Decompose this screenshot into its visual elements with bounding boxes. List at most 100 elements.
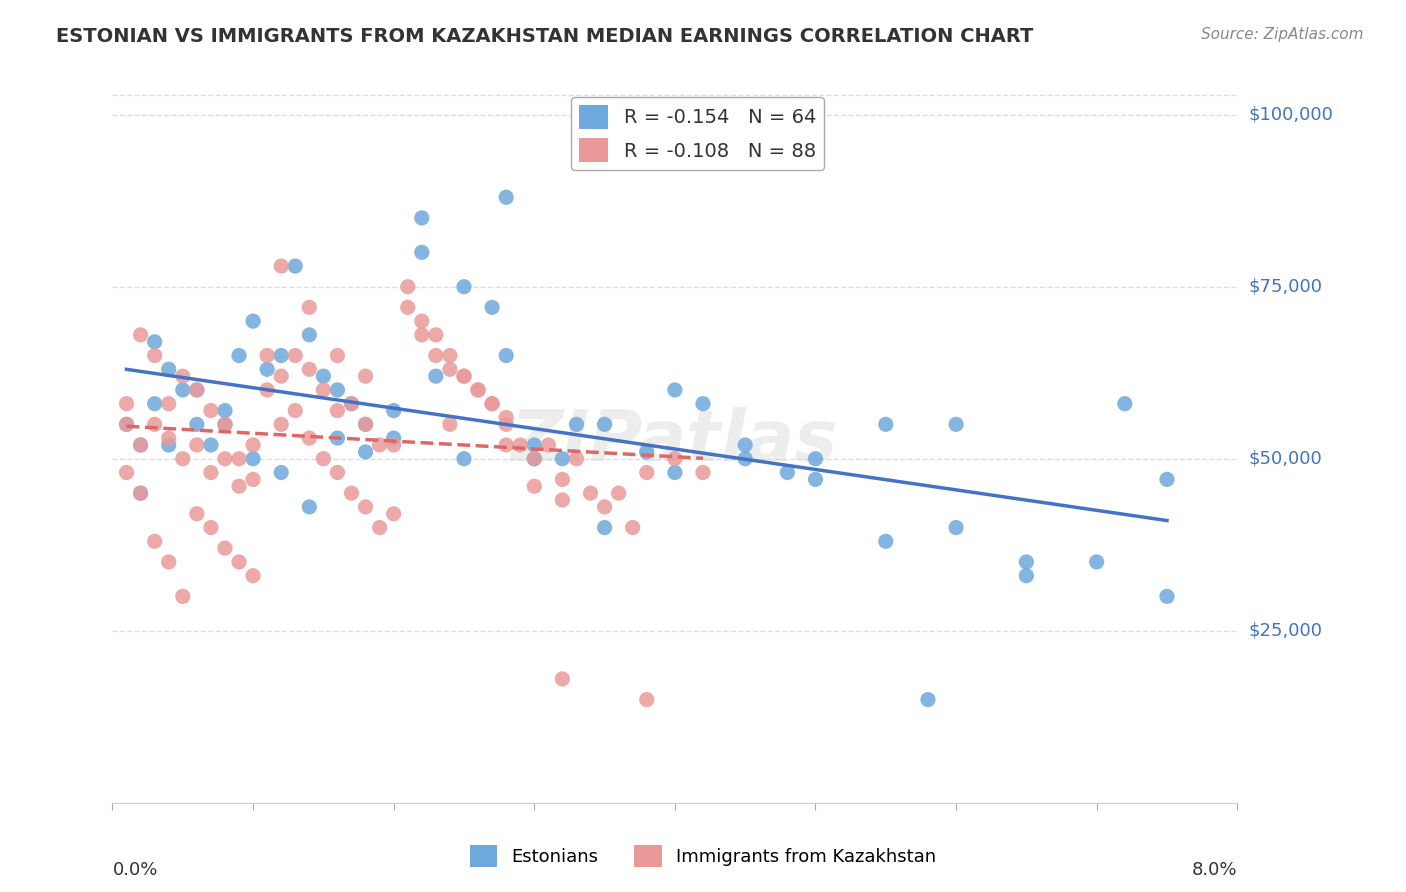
- Point: [523, 451, 546, 466]
- Point: [115, 417, 138, 432]
- Point: [636, 692, 658, 706]
- Point: [326, 431, 349, 445]
- Point: [636, 445, 658, 459]
- Point: [270, 417, 292, 432]
- Point: [593, 520, 616, 534]
- Point: [157, 362, 180, 376]
- Point: [734, 438, 756, 452]
- Point: [425, 327, 447, 342]
- Point: [200, 466, 222, 480]
- Point: [382, 507, 405, 521]
- Point: [368, 520, 391, 534]
- Point: [439, 362, 461, 376]
- Point: [495, 438, 517, 452]
- Point: [467, 383, 489, 397]
- Text: $100,000: $100,000: [1249, 105, 1333, 124]
- Point: [326, 383, 349, 397]
- Point: [340, 397, 363, 411]
- Point: [551, 472, 574, 486]
- Point: [270, 369, 292, 384]
- Point: [593, 417, 616, 432]
- Point: [875, 417, 897, 432]
- Point: [509, 438, 531, 452]
- Point: [214, 403, 236, 417]
- Point: [453, 369, 475, 384]
- Point: [298, 301, 321, 315]
- Point: [439, 349, 461, 363]
- Point: [495, 190, 517, 204]
- Point: [411, 211, 433, 225]
- Point: [214, 451, 236, 466]
- Point: [172, 369, 194, 384]
- Point: [495, 410, 517, 425]
- Point: [1015, 555, 1038, 569]
- Point: [326, 466, 349, 480]
- Point: [129, 486, 152, 500]
- Point: [129, 327, 152, 342]
- Point: [804, 472, 827, 486]
- Point: [157, 397, 180, 411]
- Point: [481, 397, 503, 411]
- Point: [270, 259, 292, 273]
- Point: [382, 403, 405, 417]
- Point: [481, 397, 503, 411]
- Point: [382, 438, 405, 452]
- Text: $75,000: $75,000: [1249, 277, 1323, 296]
- Point: [875, 534, 897, 549]
- Point: [607, 486, 630, 500]
- Point: [186, 383, 208, 397]
- Point: [636, 466, 658, 480]
- Point: [523, 479, 546, 493]
- Point: [228, 451, 250, 466]
- Point: [579, 486, 602, 500]
- Point: [354, 417, 377, 432]
- Point: [565, 451, 588, 466]
- Point: [551, 451, 574, 466]
- Point: [129, 486, 152, 500]
- Point: [1156, 590, 1178, 604]
- Point: [157, 431, 180, 445]
- Point: [298, 431, 321, 445]
- Point: [326, 349, 349, 363]
- Point: [565, 417, 588, 432]
- Point: [172, 383, 194, 397]
- Point: [411, 314, 433, 328]
- Point: [734, 451, 756, 466]
- Point: [453, 451, 475, 466]
- Point: [396, 279, 419, 293]
- Text: 8.0%: 8.0%: [1192, 861, 1237, 879]
- Point: [411, 245, 433, 260]
- Point: [228, 555, 250, 569]
- Point: [621, 520, 644, 534]
- Point: [326, 403, 349, 417]
- Point: [115, 417, 138, 432]
- Point: [551, 672, 574, 686]
- Point: [523, 451, 546, 466]
- Point: [593, 500, 616, 514]
- Point: [242, 314, 264, 328]
- Point: [354, 500, 377, 514]
- Point: [298, 500, 321, 514]
- Point: [143, 417, 166, 432]
- Point: [664, 466, 686, 480]
- Point: [242, 472, 264, 486]
- Point: [1156, 472, 1178, 486]
- Point: [664, 451, 686, 466]
- Point: [453, 279, 475, 293]
- Point: [256, 383, 278, 397]
- Point: [945, 520, 967, 534]
- Point: [172, 451, 194, 466]
- Point: [284, 349, 307, 363]
- Point: [495, 417, 517, 432]
- Point: [242, 451, 264, 466]
- Point: [1085, 555, 1108, 569]
- Point: [312, 383, 335, 397]
- Point: [284, 403, 307, 417]
- Point: [481, 301, 503, 315]
- Point: [664, 383, 686, 397]
- Point: [354, 417, 377, 432]
- Point: [354, 445, 377, 459]
- Text: $25,000: $25,000: [1249, 622, 1323, 640]
- Point: [228, 479, 250, 493]
- Point: [340, 397, 363, 411]
